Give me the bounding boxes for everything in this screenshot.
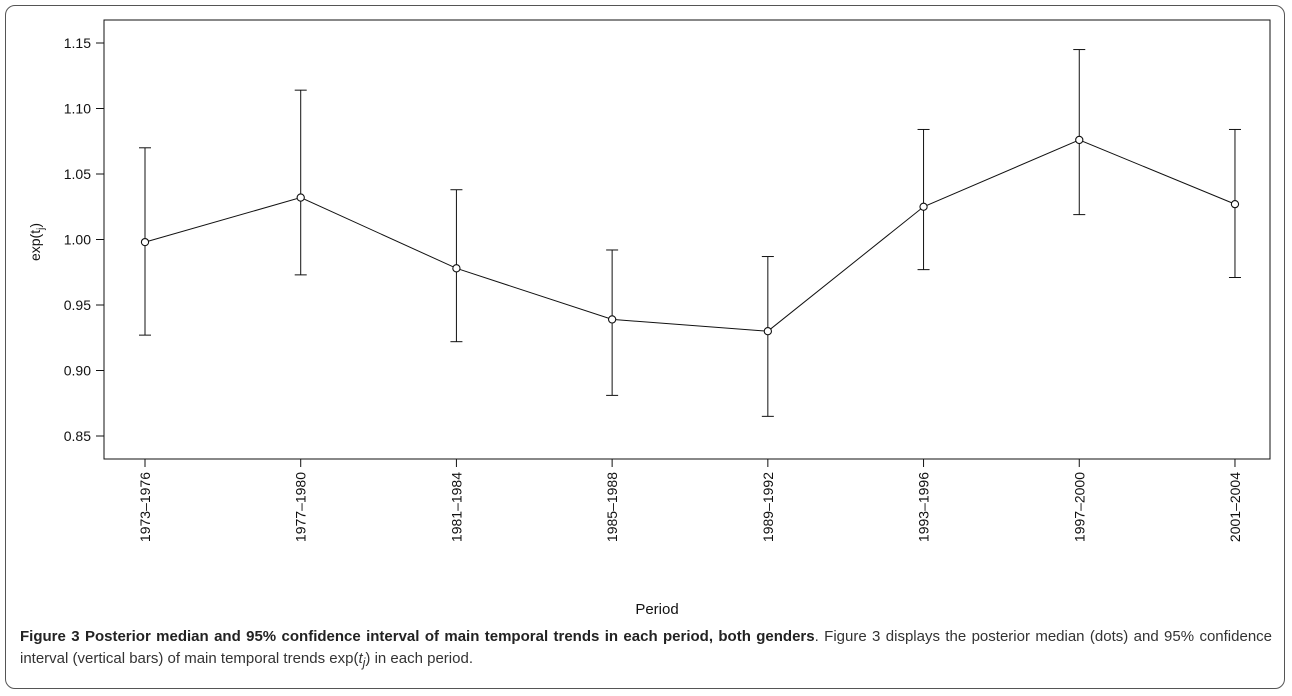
x-tick-label: 1989–1992 xyxy=(760,472,776,542)
median-line xyxy=(144,139,1236,332)
figure-caption: Figure 3 Posterior median and 95% confid… xyxy=(20,626,1272,674)
caption-subscript: j xyxy=(362,656,366,670)
median-point xyxy=(763,327,772,336)
y-tick-label: 0.95 xyxy=(64,297,91,313)
median-point xyxy=(1075,135,1084,145)
x-tick-label: 1993–1996 xyxy=(916,472,932,542)
series-layer xyxy=(139,49,1241,417)
x-axis: 1973–1976 1977–1980 1981–1984 1985–1988 1989… xyxy=(137,459,1243,542)
y-tick-label: 1.00 xyxy=(64,232,91,248)
y-tick-label: 1.05 xyxy=(64,166,91,182)
x-axis-label: Period xyxy=(635,601,678,618)
chart: 0.850.900.951.001.051.101.15 1973–1976 19… xyxy=(27,19,1271,618)
median-point xyxy=(140,237,150,247)
y-tick-label: 0.90 xyxy=(64,363,91,379)
caption-text-after: ) in each period. xyxy=(365,650,473,667)
x-tick-label: 1981–1984 xyxy=(448,472,464,542)
x-tick-label: 1973–1976 xyxy=(137,472,153,542)
x-tick-label: 1977–1980 xyxy=(293,472,309,542)
error-bar xyxy=(917,128,930,271)
median-point xyxy=(607,315,617,324)
y-tick-label: 0.85 xyxy=(64,428,91,444)
median-point xyxy=(919,202,928,211)
figure-frame xyxy=(5,5,1285,689)
median-point xyxy=(1230,199,1240,209)
caption-text-before: . Figure 3 displays the posterior median… xyxy=(20,628,1273,667)
median-point xyxy=(452,264,461,273)
x-tick-label: 2001–2004 xyxy=(1227,472,1243,542)
y-axis: 0.85 0.90 0.95 1.00 1.05 1.10 1.15 xyxy=(64,35,104,444)
error-bar xyxy=(294,89,307,276)
caption-italic: t xyxy=(358,650,363,667)
plot-area xyxy=(103,19,1271,460)
x-tick-label: 1985–1988 xyxy=(604,472,620,542)
median-point xyxy=(296,193,305,202)
error-bar xyxy=(1073,49,1086,216)
error-bar xyxy=(761,256,774,417)
y-tick-label: 1.15 xyxy=(64,35,91,51)
x-tick-label: 1997–2000 xyxy=(1071,472,1087,542)
y-axis-label: exp(tj) xyxy=(27,223,47,261)
caption-title: Figure 3 Posterior median and 95% confid… xyxy=(20,628,815,645)
y-tick-label: 1.10 xyxy=(64,101,91,117)
